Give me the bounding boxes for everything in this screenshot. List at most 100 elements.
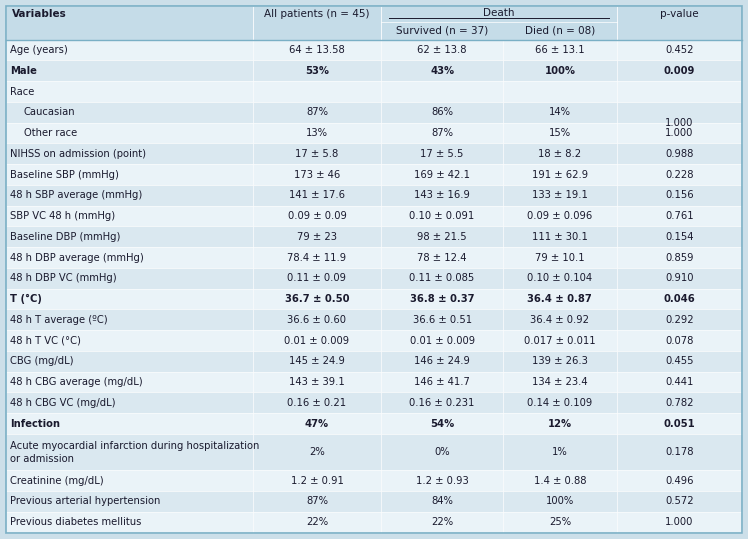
Bar — [617, 491, 742, 512]
Bar — [381, 470, 503, 491]
Bar — [381, 434, 503, 470]
Bar — [617, 289, 742, 309]
Text: 0.441: 0.441 — [665, 377, 693, 387]
Text: 66 ± 13.1: 66 ± 13.1 — [535, 45, 585, 55]
Bar — [253, 40, 381, 60]
Text: 143 ± 16.9: 143 ± 16.9 — [414, 190, 470, 201]
Text: 100%: 100% — [546, 496, 574, 507]
Text: 0.496: 0.496 — [665, 475, 693, 486]
Text: 79 ± 23: 79 ± 23 — [297, 232, 337, 242]
Text: Acute myocardial infarction during hospitalization: Acute myocardial infarction during hospi… — [10, 440, 260, 451]
Bar — [381, 226, 503, 247]
Bar — [381, 512, 503, 533]
Text: 18 ± 8.2: 18 ± 8.2 — [539, 149, 581, 159]
Bar — [253, 226, 381, 247]
Text: 64 ± 13.58: 64 ± 13.58 — [289, 45, 345, 55]
Text: 0.452: 0.452 — [665, 45, 693, 55]
Text: 79 ± 10.1: 79 ± 10.1 — [535, 253, 585, 262]
Bar — [503, 143, 617, 164]
Bar — [6, 6, 253, 40]
Text: 25%: 25% — [549, 517, 571, 527]
Bar — [253, 392, 381, 413]
Bar — [381, 143, 503, 164]
Bar — [503, 185, 617, 206]
Bar — [253, 185, 381, 206]
Bar — [253, 60, 381, 81]
Bar — [6, 351, 253, 372]
Text: 36.6 ± 0.51: 36.6 ± 0.51 — [412, 315, 472, 325]
Bar — [617, 81, 742, 102]
Bar — [617, 413, 742, 434]
Bar — [503, 123, 617, 143]
Bar — [253, 372, 381, 392]
Text: 0%: 0% — [435, 447, 450, 457]
Bar — [381, 309, 503, 330]
Bar — [253, 6, 381, 40]
Text: 87%: 87% — [306, 496, 328, 507]
Text: 48 h CBG VC (mg/dL): 48 h CBG VC (mg/dL) — [10, 398, 116, 408]
Text: 0.046: 0.046 — [663, 294, 696, 304]
Bar — [617, 123, 742, 143]
Bar — [381, 268, 503, 289]
Bar — [617, 40, 742, 60]
Text: 48 h T VC (°C): 48 h T VC (°C) — [10, 336, 82, 345]
Text: 1.2 ± 0.91: 1.2 ± 0.91 — [290, 475, 343, 486]
Bar — [381, 185, 503, 206]
Bar — [617, 268, 742, 289]
Bar — [253, 247, 381, 268]
Bar — [381, 6, 617, 40]
Bar — [381, 60, 503, 81]
Text: 1.2 ± 0.93: 1.2 ± 0.93 — [416, 475, 468, 486]
Text: 0.156: 0.156 — [665, 190, 693, 201]
Bar — [6, 512, 253, 533]
Bar — [381, 40, 503, 60]
Text: 14%: 14% — [549, 107, 571, 118]
Text: 84%: 84% — [431, 496, 453, 507]
Text: 146 ± 41.7: 146 ± 41.7 — [414, 377, 470, 387]
Bar — [503, 40, 617, 60]
Bar — [617, 206, 742, 226]
Text: Male: Male — [10, 66, 37, 76]
Bar — [503, 268, 617, 289]
Text: 43%: 43% — [430, 66, 454, 76]
Text: 1.4 ± 0.88: 1.4 ± 0.88 — [533, 475, 586, 486]
Text: Other race: Other race — [24, 128, 77, 138]
Text: SBP VC 48 h (mmHg): SBP VC 48 h (mmHg) — [10, 211, 116, 221]
Bar — [6, 81, 253, 102]
Bar — [503, 512, 617, 533]
Bar — [617, 512, 742, 533]
Text: Survived (n = 37): Survived (n = 37) — [396, 26, 488, 36]
Bar — [253, 330, 381, 351]
Bar — [503, 247, 617, 268]
Text: Baseline DBP (mmHg): Baseline DBP (mmHg) — [10, 232, 121, 242]
Bar — [617, 470, 742, 491]
Text: 22%: 22% — [431, 517, 453, 527]
Bar — [253, 491, 381, 512]
Text: Race: Race — [10, 87, 35, 96]
Bar — [253, 164, 381, 185]
Bar — [6, 470, 253, 491]
Text: 2%: 2% — [309, 447, 325, 457]
Bar — [6, 330, 253, 351]
Text: 1.000: 1.000 — [665, 128, 693, 138]
Text: 0.292: 0.292 — [665, 315, 693, 325]
Text: 48 h CBG average (mg/dL): 48 h CBG average (mg/dL) — [10, 377, 143, 387]
Text: Creatinine (mg/dL): Creatinine (mg/dL) — [10, 475, 104, 486]
Text: 0.01 ± 0.009: 0.01 ± 0.009 — [409, 336, 475, 345]
Bar — [503, 372, 617, 392]
Bar — [6, 123, 253, 143]
Text: 53%: 53% — [305, 66, 329, 76]
Text: CBG (mg/dL): CBG (mg/dL) — [10, 356, 74, 367]
Text: 98 ± 21.5: 98 ± 21.5 — [417, 232, 467, 242]
Text: 0.078: 0.078 — [665, 336, 693, 345]
Text: 12%: 12% — [548, 419, 572, 429]
Bar — [617, 330, 742, 351]
Bar — [6, 40, 253, 60]
Bar — [503, 60, 617, 81]
Bar — [6, 60, 253, 81]
Text: 22%: 22% — [306, 517, 328, 527]
Bar — [503, 289, 617, 309]
Bar — [253, 289, 381, 309]
Bar — [6, 392, 253, 413]
Text: Previous arterial hypertension: Previous arterial hypertension — [10, 496, 161, 507]
